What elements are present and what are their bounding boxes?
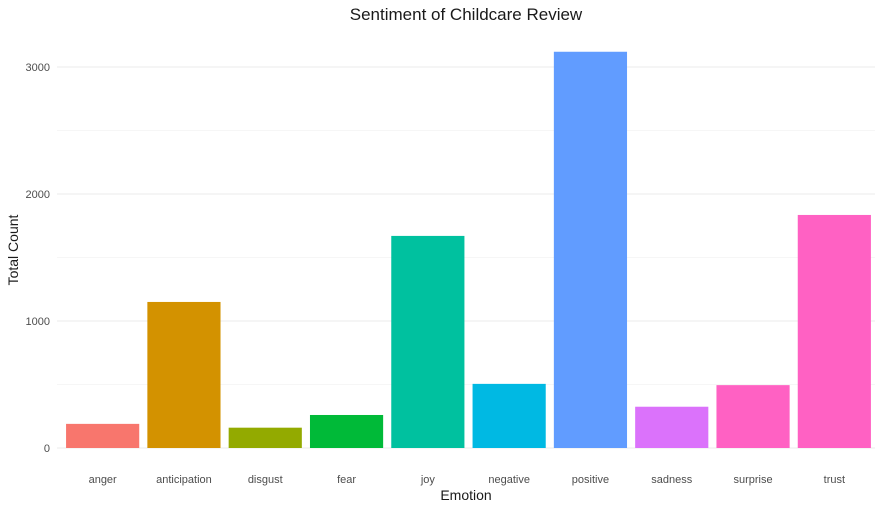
bars bbox=[66, 51, 871, 448]
x-axis-ticks: anger anticipation disgust fear joy negative p… bbox=[89, 474, 845, 486]
y-tick-label: 3000 bbox=[26, 62, 50, 74]
bar-trust bbox=[797, 214, 871, 448]
x-tick-label: surprise bbox=[733, 474, 772, 486]
x-tick-label: sadness bbox=[651, 474, 692, 486]
bar-anger bbox=[66, 423, 140, 448]
bar-positive bbox=[553, 51, 628, 448]
x-tick-label: fear bbox=[337, 474, 356, 486]
bar-surprise bbox=[716, 385, 790, 448]
x-tick-label: trust bbox=[824, 474, 845, 486]
x-tick-label: anger bbox=[89, 474, 117, 486]
bar-anticipation bbox=[147, 301, 221, 448]
x-axis-title: Emotion bbox=[440, 487, 491, 503]
y-axis-title: Total Count bbox=[5, 214, 21, 285]
y-tick-label: 2000 bbox=[26, 189, 50, 201]
chart-title: Sentiment of Childcare Review bbox=[350, 5, 583, 24]
bar-fear bbox=[309, 414, 384, 448]
x-tick-label: joy bbox=[420, 474, 436, 486]
x-tick-label: disgust bbox=[248, 474, 283, 486]
x-tick-label: anticipation bbox=[156, 474, 212, 486]
bar-joy bbox=[391, 235, 465, 448]
y-axis-ticks: 0 1000 2000 3000 bbox=[26, 62, 50, 455]
bar-negative bbox=[472, 383, 546, 448]
bar-sadness bbox=[635, 406, 709, 448]
y-tick-label: 1000 bbox=[26, 316, 50, 328]
bar-disgust bbox=[228, 427, 302, 448]
x-tick-label: negative bbox=[488, 474, 530, 486]
x-tick-label: positive bbox=[572, 474, 609, 486]
y-tick-label: 0 bbox=[44, 443, 50, 455]
